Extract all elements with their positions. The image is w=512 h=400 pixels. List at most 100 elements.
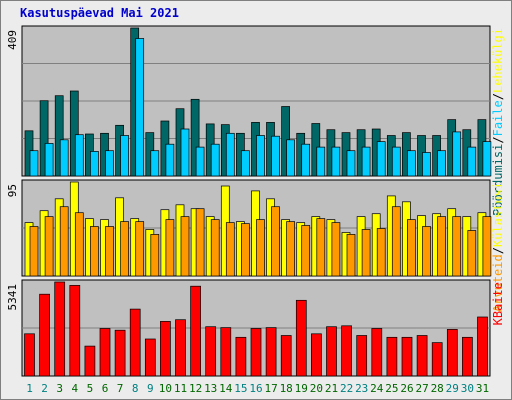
day-label-31: 31	[476, 382, 489, 395]
bar-sites-day-18	[286, 221, 295, 277]
bar-kbytes-day-29	[446, 329, 458, 377]
bar-sites-day-17	[271, 206, 280, 277]
day-label-4: 4	[71, 382, 78, 395]
day-label-9: 9	[147, 382, 154, 395]
bar-sites-day-19	[301, 225, 311, 277]
day-label-17: 17	[264, 382, 277, 395]
bar-sites-day-28	[437, 216, 446, 277]
day-label-3: 3	[56, 382, 63, 395]
bar-sites-day-13	[210, 219, 220, 277]
legend-entry-visits: Külastusi	[491, 182, 505, 247]
max-label-visits: 95	[6, 184, 19, 197]
bar-kbytes-day-24	[371, 328, 383, 377]
bar-hits-day-31	[482, 141, 492, 177]
bar-hits-day-27	[422, 152, 431, 177]
bar-sites-day-5	[90, 226, 99, 277]
bar-kbytes-day-16	[250, 328, 262, 377]
day-label-8: 8	[132, 382, 139, 395]
bar-sites-day-23	[361, 229, 371, 277]
bar-hits-day-20	[316, 146, 326, 177]
bar-pageviews-day-2	[39, 100, 49, 177]
bar-kbytes-day-19	[295, 299, 307, 377]
bar-kbytes-day-10	[160, 321, 171, 377]
bar-sites-day-24	[376, 228, 386, 277]
bar-pageviews-day-3	[54, 95, 64, 177]
bar-kbytes-day-25	[386, 336, 398, 377]
day-label-26: 26	[400, 382, 413, 395]
legend-visits: Arvuteid/Külastusi	[491, 182, 505, 312]
day-label-23: 23	[355, 382, 368, 395]
bar-hits-day-29	[452, 131, 462, 177]
legend-entry-separator: /	[491, 93, 505, 100]
bar-sites-day-2	[44, 216, 54, 277]
bar-kbytes-day-30	[462, 336, 473, 377]
day-label-13: 13	[204, 382, 217, 395]
day-label-14: 14	[219, 382, 233, 395]
bar-hits-day-11	[180, 128, 190, 177]
day-label-5: 5	[87, 382, 94, 395]
bar-kbytes-day-17	[265, 327, 277, 377]
max-label-requests: 409	[6, 30, 19, 50]
day-label-28: 28	[431, 382, 444, 395]
bar-sites-day-29	[452, 216, 462, 277]
bar-hits-day-30	[467, 146, 477, 177]
bar-kbytes-day-3	[54, 281, 66, 377]
bar-pageviews-day-12	[190, 98, 200, 177]
legend-entry-kbytes: KBaite	[491, 282, 505, 325]
bar-hits-day-14	[225, 132, 235, 177]
day-label-24: 24	[370, 382, 384, 395]
legend-entry-hits: Faile	[491, 100, 505, 136]
bar-kbytes-day-20	[311, 333, 322, 377]
bar-sites-day-22	[346, 234, 356, 277]
bar-hits-day-13	[210, 143, 220, 177]
bar-hits-day-9	[150, 150, 160, 177]
bar-kbytes-day-9	[144, 338, 156, 377]
bar-kbytes-day-6	[99, 328, 111, 377]
bar-hits-day-16	[256, 135, 265, 177]
bar-sites-day-14	[225, 222, 235, 277]
legend-requests: Pöördumisi/Faile/Lehekülgi	[491, 28, 505, 216]
bar-hits-day-3	[59, 139, 69, 177]
bar-sites-day-1	[29, 226, 39, 277]
bar-hits-day-8	[135, 38, 145, 177]
bar-sites-day-25	[391, 206, 401, 277]
bar-hits-day-1	[29, 150, 39, 177]
bar-hits-day-21	[331, 146, 341, 177]
bar-kbytes-day-28	[431, 342, 443, 377]
legend-entry-visits: Lehekülgi	[491, 28, 505, 93]
legend-kbytes: KBaite	[491, 282, 505, 325]
bar-sites-day-10	[165, 219, 175, 277]
bar-kbytes-day-5	[84, 345, 96, 377]
day-label-2: 2	[41, 382, 48, 395]
bar-hits-day-23	[361, 146, 371, 177]
chart-title: Kasutuspäevad Mai 2021	[20, 6, 179, 20]
day-label-16: 16	[249, 382, 262, 395]
day-label-12: 12	[189, 382, 202, 395]
legend-entry-separator: /	[491, 136, 505, 143]
bar-sites-day-3	[59, 206, 69, 277]
bar-sites-day-31	[482, 216, 492, 277]
bar-sites-day-7	[120, 221, 129, 277]
bar-hits-day-4	[74, 134, 84, 177]
bar-sites-day-27	[422, 226, 431, 277]
bar-hits-day-12	[195, 146, 205, 177]
bar-kbytes-day-21	[326, 326, 337, 377]
bar-kbytes-day-18	[280, 335, 292, 377]
bar-hits-day-10	[165, 143, 175, 177]
bar-pageviews-day-4	[69, 90, 79, 177]
bar-kbytes-day-31	[477, 316, 488, 377]
bar-sites-day-12	[195, 208, 205, 277]
day-label-6: 6	[102, 382, 109, 395]
day-label-27: 27	[415, 382, 428, 395]
bar-kbytes-day-23	[356, 335, 368, 377]
bar-kbytes-day-8	[129, 308, 141, 377]
day-label-7: 7	[117, 382, 124, 395]
bar-kbytes-day-7	[114, 329, 126, 377]
max-label-kbytes: 5341	[6, 284, 19, 311]
bar-sites-day-16	[256, 219, 265, 277]
bar-hits-day-18	[286, 139, 295, 177]
bar-kbytes-day-13	[205, 326, 217, 377]
bar-kbytes-day-1	[24, 333, 35, 377]
bar-hits-day-6	[105, 150, 114, 177]
